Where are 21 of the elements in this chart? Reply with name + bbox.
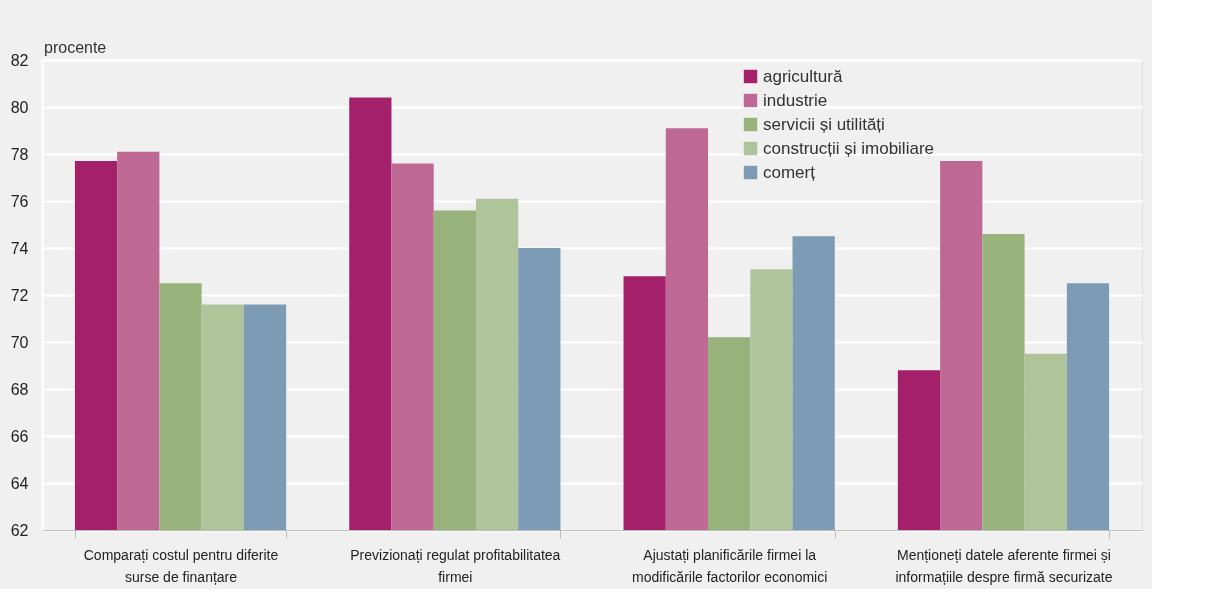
x-tick-label: Comparați costul pentru diferite surse de finanțare (83, 546, 279, 585)
y-tick-label: 64 (10, 474, 29, 492)
legend-label: construcții și imobiliare (763, 138, 934, 158)
y-tick-label: 80 (10, 98, 29, 116)
legend-label: industrie (763, 90, 828, 110)
y-tick-label: 62 (10, 521, 29, 539)
y-tick-label: 74 (10, 239, 29, 257)
y-tick-label: 82 (10, 51, 29, 69)
y-tick-label: 70 (10, 333, 29, 351)
legend-label: servicii și utilități (763, 114, 885, 134)
legend-label: agricultură (763, 66, 843, 86)
y-axis-title: procente (44, 39, 107, 56)
y-tick-label: 76 (10, 192, 29, 210)
y-tick-label: 72 (10, 286, 29, 304)
y-tick-label: 78 (10, 145, 29, 163)
legend-label: comerț (763, 162, 816, 182)
y-tick-label: 68 (10, 380, 29, 398)
x-tick-label: Menționeți datele aferente firmei și informațiile despre firmă securizate (895, 546, 1113, 585)
x-tick-label: Ajustați planificările firmei la modificările factorilor economici (632, 546, 828, 585)
x-tick-label: Previzionați regulat profitabilitatea firmei (350, 546, 561, 585)
y-tick-label: 66 (10, 427, 29, 445)
